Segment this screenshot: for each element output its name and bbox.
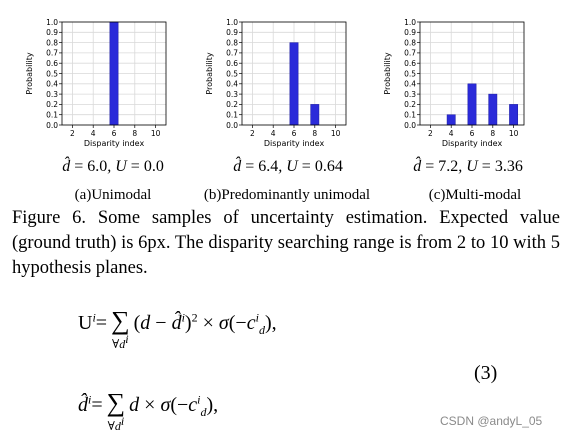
x-tick-label: 2 [428, 129, 433, 138]
y-tick-label: 0.4 [404, 80, 416, 89]
panel-b-u-value: 0.64 [314, 158, 343, 175]
x-tick-label: 8 [312, 129, 317, 138]
x-tick-label: 8 [132, 129, 137, 138]
y-tick-label: 0.2 [226, 100, 238, 109]
y-tick-label: 0.0 [226, 121, 238, 130]
y-tick-label: 0.9 [226, 28, 238, 37]
panel-b-label: (b)Predominantly unimodal [203, 187, 371, 203]
y-tick-label: 0.7 [404, 49, 416, 58]
x-tick-label: 10 [509, 129, 519, 138]
x-tick-label: 4 [91, 129, 96, 138]
panel-a-d-value: 6.0 [87, 158, 108, 175]
x-axis-label: Disparity index [442, 139, 503, 148]
y-tick-label: 0.3 [226, 90, 238, 99]
chart-unimodal: 0.0 0.1 0.2 0.3 0.4 0.5 0.6 0.7 0.8 0.9 1.0 2 4 6 8 10 D… [22, 18, 172, 150]
chart-multi-modal: 0.0 0.1 0.2 0.3 0.4 0.5 0.6 0.7 0.8 0.9 1.0 2 4 6 8 10 D… [380, 18, 530, 150]
y-tick-label: 0.1 [226, 111, 238, 120]
figure-caption: Figure 6. Some samples of uncertainty es… [12, 208, 560, 278]
x-tick-label: 10 [331, 129, 341, 138]
bar [488, 93, 498, 126]
y-tick-label: 0.1 [404, 111, 416, 120]
x-tick-label: 6 [470, 129, 475, 138]
panel-a-u-value: 0.0 [143, 158, 164, 175]
x-tick-label: 2 [250, 129, 255, 138]
bar [446, 114, 456, 126]
panel-c-label: (c)Multi-modal [428, 187, 522, 203]
equation-number: (3) [474, 362, 498, 384]
y-axis-label: Probability [25, 52, 34, 95]
y-tick-label: 0.6 [226, 59, 238, 68]
y-tick-label: 0.5 [226, 69, 238, 78]
panel-b-estimate: d̂ = 6.4, U = 0.64 [233, 158, 343, 175]
x-tick-label: 2 [70, 129, 75, 138]
chart-unimodal-svg: 0.00.1 0.20.30.4 0.50.60.7 0.80.91.0 2 4 6 8 10 D… [25, 18, 167, 148]
bar [509, 104, 519, 126]
x-tick-label: 4 [449, 129, 454, 138]
panel-a-label: (a)Unimodal [74, 187, 152, 203]
y-tick-label: 1.0 [226, 18, 238, 27]
chart-predominantly-unimodal-svg: 0.00.1 0.20.30.4 0.50.60.7 0.80.91.0 2 4 6 8 10 D… [205, 18, 347, 148]
bar [310, 104, 320, 126]
y-tick-label: 0.4 [46, 80, 58, 89]
panel-c-estimate: d̂ = 7.2, U = 3.36 [413, 158, 523, 175]
watermark: CSDN @andyL_05 [440, 414, 543, 428]
x-tick-label: 10 [151, 129, 161, 138]
y-axis-label: Probability [383, 52, 392, 95]
formula-uncertainty: Ui= ∑ ∀di (d − d̂i)2 × σ(−cid), [78, 306, 277, 352]
formula-expected-disparity: d̂i= ∑ ∀di d × σ(−cid), [78, 388, 219, 434]
y-tick-label: 0.0 [404, 121, 416, 130]
x-tick-label: 4 [271, 129, 276, 138]
y-tick-label: 0.6 [46, 59, 58, 68]
y-tick-label: 0.1 [46, 111, 58, 120]
y-tick-label: 0.0 [46, 121, 58, 130]
y-tick-label: 0.9 [46, 28, 58, 37]
y-tick-label: 0.2 [404, 100, 416, 109]
panel-c-d-value: 7.2 [438, 158, 459, 175]
bar [109, 21, 119, 126]
y-tick-label: 0.5 [404, 69, 416, 78]
y-tick-label: 0.2 [46, 100, 58, 109]
panel-c-u-value: 3.36 [494, 158, 523, 175]
x-tick-label: 6 [292, 129, 297, 138]
y-tick-label: 0.8 [46, 38, 58, 47]
y-tick-label: 0.7 [46, 49, 58, 58]
panel-a-estimate: d̂ = 6.0, U = 0.0 [62, 158, 164, 175]
y-tick-label: 0.5 [46, 69, 58, 78]
y-tick-label: 0.4 [226, 80, 238, 89]
x-tick-label: 8 [490, 129, 495, 138]
x-axis-label: Disparity index [264, 139, 325, 148]
y-tick-label: 0.3 [404, 90, 416, 99]
y-axis-label: Probability [205, 52, 214, 95]
panel-b-d-value: 6.4 [258, 158, 279, 175]
y-tick-label: 1.0 [46, 18, 58, 27]
x-tick-label: 6 [112, 129, 117, 138]
chart-predominantly-unimodal: 0.0 0.1 0.2 0.3 0.4 0.5 0.6 0.7 0.8 0.9 1.0 2 4 6 8 10 D… [202, 18, 352, 150]
y-tick-label: 0.9 [404, 28, 416, 37]
x-axis-label: Disparity index [84, 139, 145, 148]
y-tick-label: 0.8 [226, 38, 238, 47]
y-tick-label: 1.0 [404, 18, 416, 27]
y-tick-label: 0.6 [404, 59, 416, 68]
chart-multi-modal-svg: 0.00.1 0.20.30.4 0.50.60.7 0.80.91.0 2 4 6 8 10 D… [383, 18, 525, 148]
bar [289, 42, 299, 126]
bar [467, 83, 477, 126]
y-tick-label: 0.3 [46, 90, 58, 99]
y-tick-label: 0.7 [226, 49, 238, 58]
y-tick-label: 0.8 [404, 38, 416, 47]
